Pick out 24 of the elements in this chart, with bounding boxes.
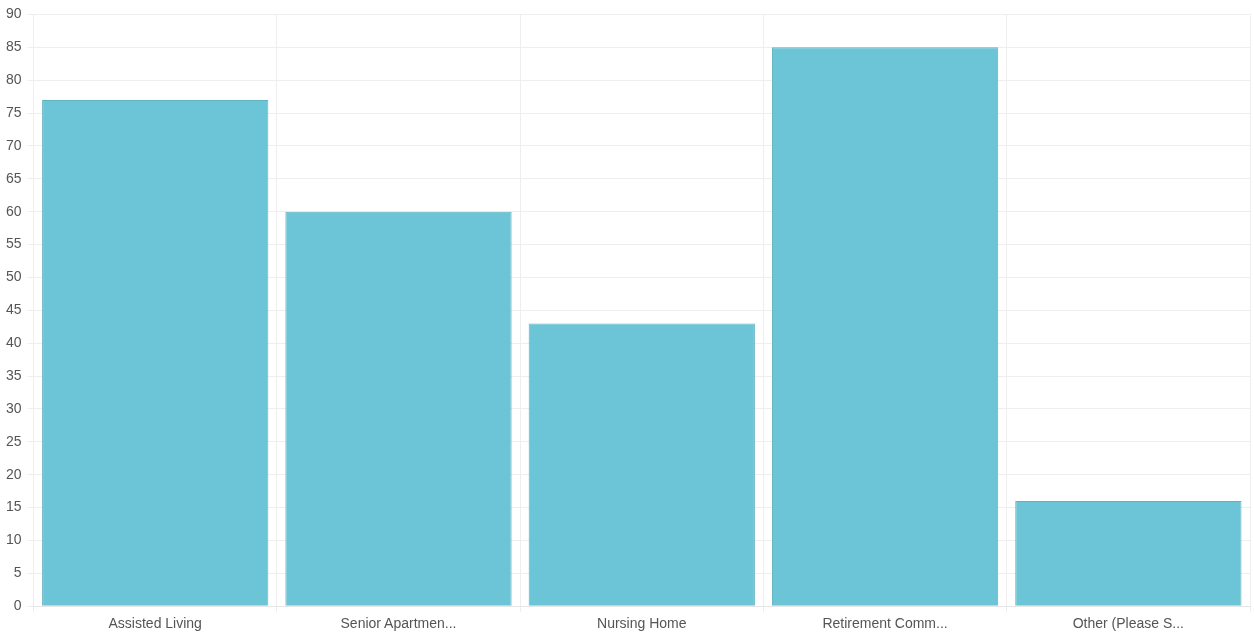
y-tick-label: 30: [5, 399, 22, 416]
y-tick-label: 60: [5, 202, 22, 219]
x-tick-label: Nursing Home: [597, 615, 687, 632]
x-tick-label: Assisted Living: [108, 615, 202, 632]
y-tick-label: 5: [13, 564, 22, 581]
y-tick-label: 40: [5, 334, 22, 351]
x-tick-label: Other (Please S...: [1072, 615, 1184, 632]
y-tick-label: 90: [5, 5, 22, 22]
y-tick-label: 0: [13, 597, 22, 614]
y-tick-label: 45: [5, 301, 22, 318]
x-tick-label: Retirement Comm...: [822, 615, 948, 632]
x-tick-label: Senior Apartmen...: [340, 615, 457, 632]
y-tick-label: 50: [5, 268, 22, 285]
y-tick-label: 55: [5, 235, 22, 252]
y-tick-label: 70: [5, 136, 22, 153]
y-tick-label: 75: [5, 103, 22, 120]
y-tick-label: 85: [5, 38, 22, 55]
y-tick-label: 20: [5, 465, 22, 482]
y-tick-label: 25: [5, 432, 22, 449]
y-tick-label: 10: [5, 531, 22, 548]
y-tick-label: 65: [5, 169, 22, 186]
y-tick-label: 35: [5, 366, 22, 383]
y-tick-label: 80: [5, 71, 22, 88]
y-tick-label: 15: [5, 498, 22, 515]
